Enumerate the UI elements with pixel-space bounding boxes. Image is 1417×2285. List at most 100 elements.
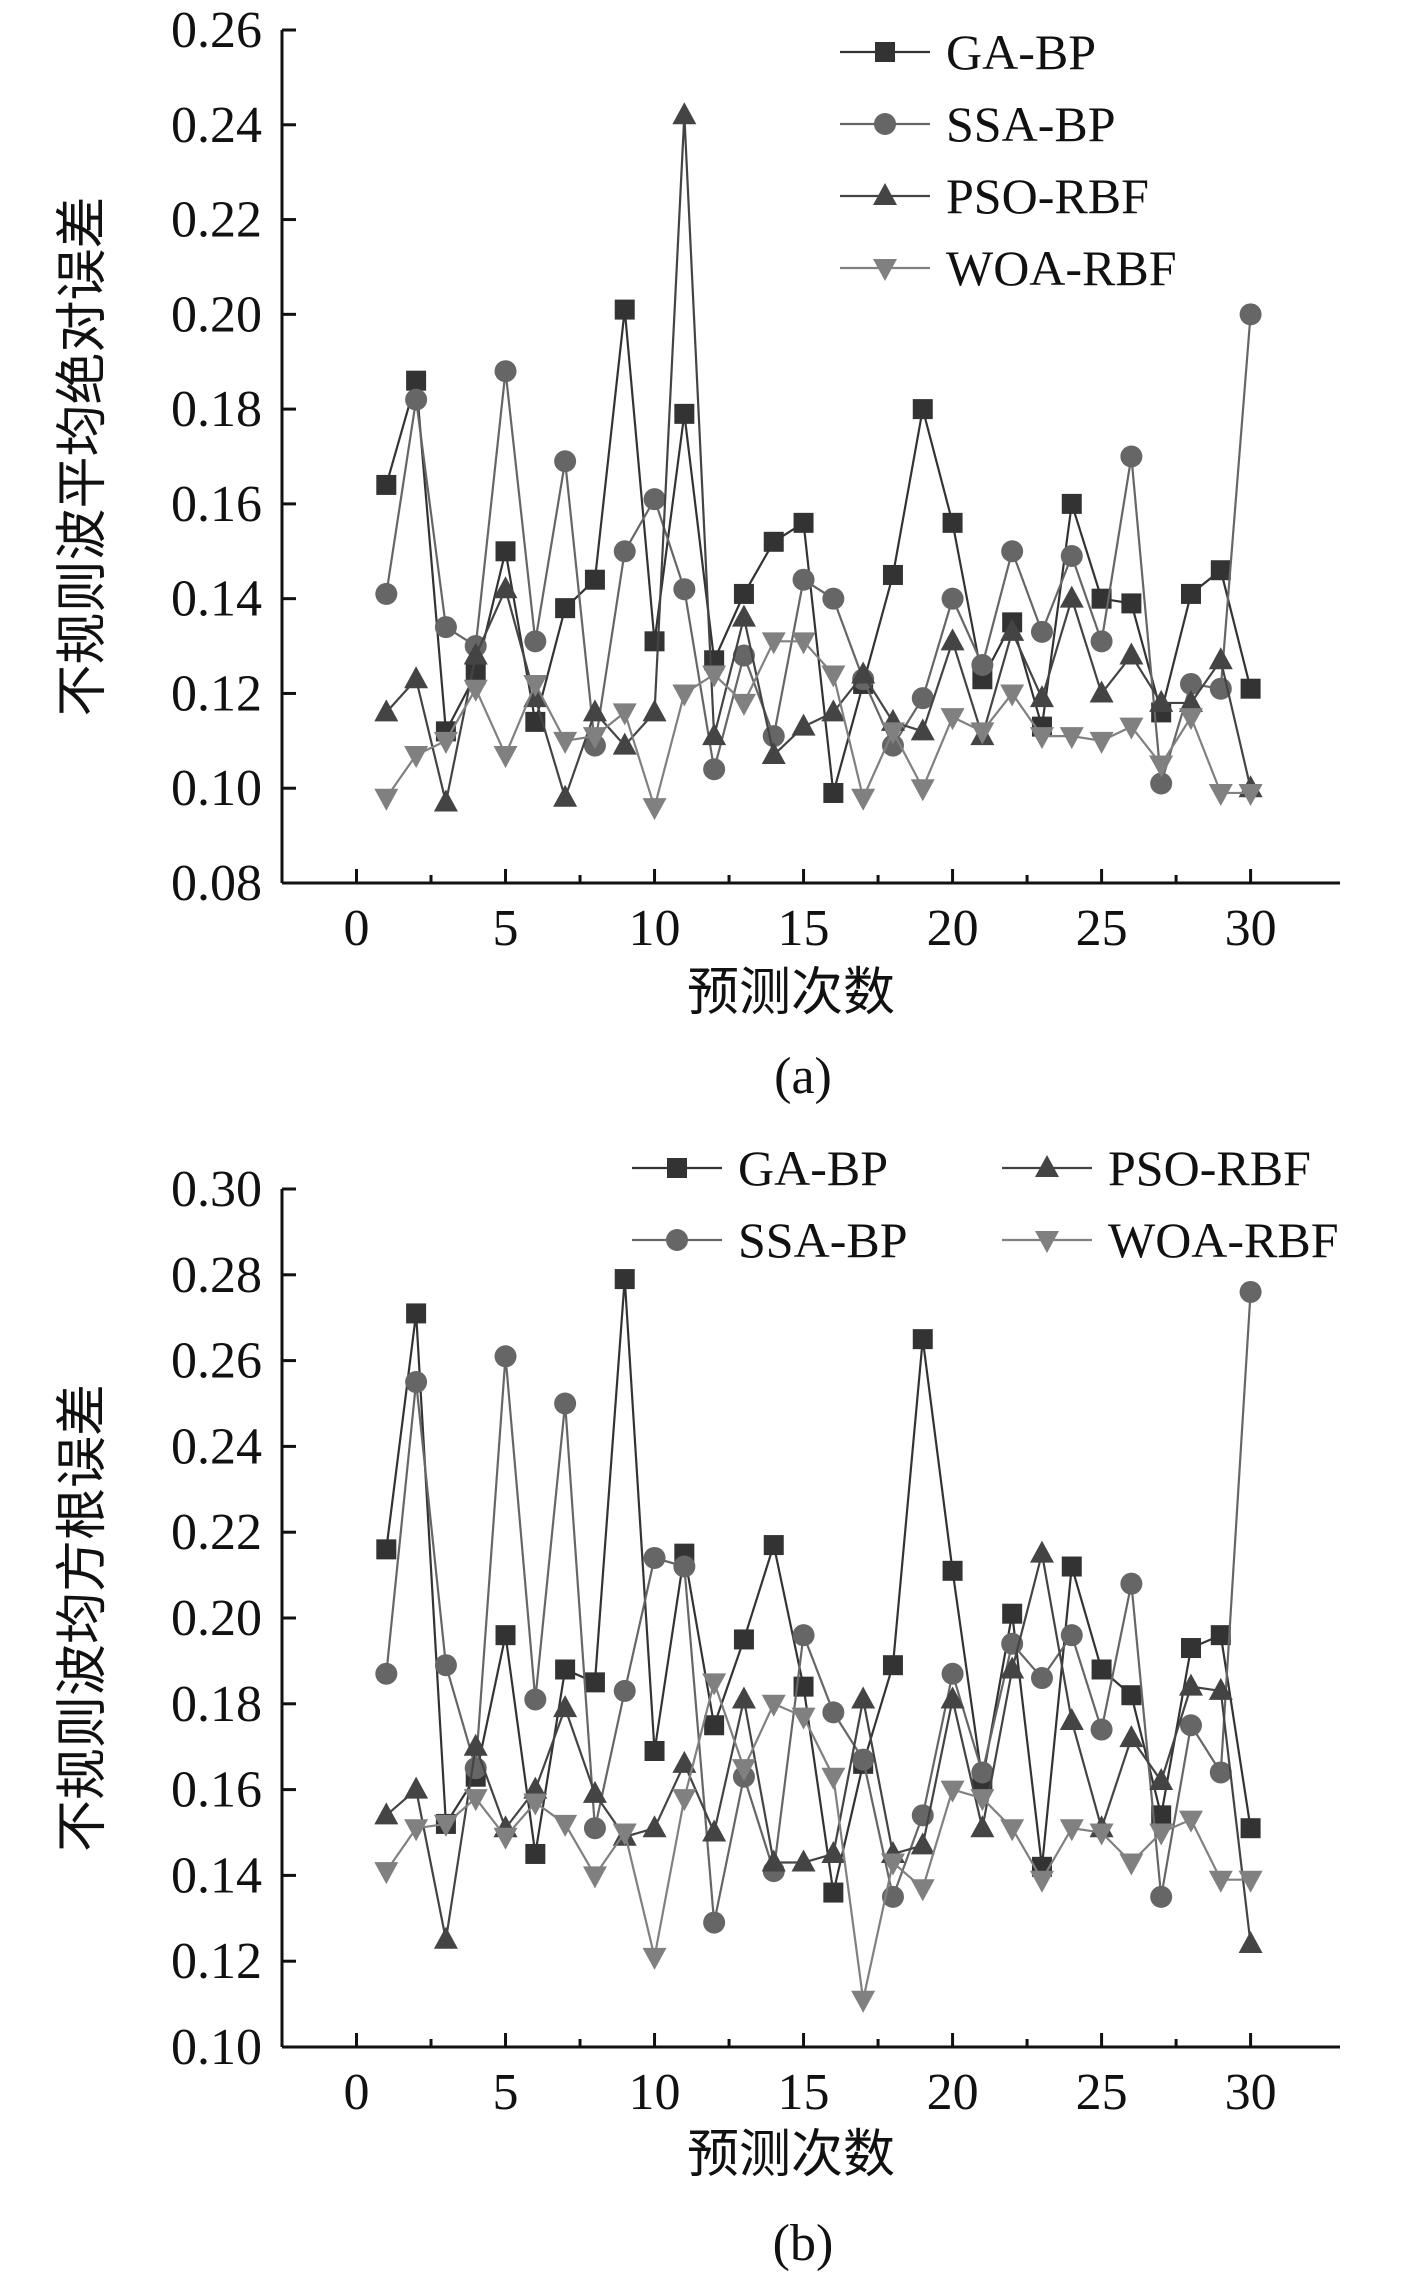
figure-caption: (b) — [773, 2215, 834, 2272]
y-tick-label: 0.08 — [171, 855, 262, 912]
data-point — [406, 370, 427, 391]
data-point — [1178, 689, 1203, 712]
data-point — [1059, 1707, 1084, 1730]
series-ssa-bp — [375, 303, 1262, 795]
data-point — [882, 1655, 903, 1676]
data-point — [940, 628, 965, 651]
data-point — [672, 684, 697, 707]
data-point — [1091, 1659, 1112, 1680]
x-tick-label: 30 — [1225, 2064, 1277, 2121]
data-point — [642, 798, 667, 821]
data-point — [851, 661, 876, 684]
data-point — [1059, 727, 1084, 750]
legend-label: WOA-RBF — [946, 240, 1177, 296]
data-point — [614, 1269, 635, 1290]
data-point — [910, 718, 935, 741]
data-point — [761, 632, 786, 655]
y-tick-label: 0.12 — [171, 665, 262, 722]
data-point — [791, 713, 816, 736]
data-point — [910, 1832, 935, 1855]
legend-marker — [666, 1229, 688, 1251]
data-point — [374, 699, 399, 722]
data-point — [1061, 493, 1082, 514]
data-point — [1210, 560, 1231, 581]
data-point — [1059, 1819, 1084, 1842]
data-point — [554, 450, 577, 473]
series-woa-rbf — [374, 1673, 1263, 2013]
data-point — [851, 1990, 876, 2013]
data-point — [375, 582, 398, 605]
data-point — [1090, 1718, 1113, 1741]
data-point — [433, 789, 458, 812]
data-point — [1150, 772, 1173, 795]
data-point — [405, 388, 428, 411]
data-point — [524, 630, 547, 653]
data-point — [643, 1546, 666, 1569]
data-point — [1060, 1624, 1083, 1647]
x-tick-label: 20 — [927, 2064, 979, 2121]
data-point — [733, 1629, 754, 1650]
data-point — [1120, 1572, 1143, 1595]
data-point — [494, 360, 517, 383]
data-point — [493, 746, 518, 769]
data-point — [553, 731, 578, 754]
data-point — [1180, 583, 1201, 604]
data-point — [583, 1817, 606, 1840]
data-point — [1210, 1625, 1231, 1646]
y-tick-label: 0.16 — [171, 476, 262, 533]
data-point — [1061, 1556, 1082, 1577]
data-point — [1002, 1603, 1023, 1624]
y-tick-label: 0.10 — [171, 2019, 262, 2076]
data-point — [823, 1882, 844, 1903]
data-point — [704, 1715, 725, 1736]
data-point — [1209, 1761, 1232, 1784]
figure-caption: (a) — [774, 1048, 832, 1105]
data-point — [582, 699, 607, 722]
series-line — [385, 314, 1252, 784]
data-point — [1059, 585, 1084, 608]
data-point — [1030, 1667, 1053, 1690]
data-point — [912, 399, 933, 420]
y-tick-label: 0.14 — [171, 1847, 262, 1904]
data-point — [404, 666, 429, 689]
data-point — [970, 1815, 995, 1838]
data-point — [791, 632, 816, 655]
data-point — [761, 1694, 786, 1717]
data-point — [582, 727, 607, 750]
legend-item-woa-rbf: WOA-RBF — [840, 240, 1177, 296]
data-point — [1238, 1870, 1263, 1893]
y-tick-label: 0.16 — [171, 1762, 262, 1819]
data-point — [374, 1802, 399, 1825]
legend-marker — [1035, 1155, 1059, 1177]
data-point — [911, 687, 934, 710]
x-tick-label: 30 — [1225, 900, 1277, 957]
data-point — [1149, 1768, 1174, 1791]
data-point — [642, 699, 667, 722]
y-tick-label: 0.12 — [171, 1933, 262, 1990]
data-point — [791, 1849, 816, 1872]
data-point — [493, 576, 518, 599]
data-point — [613, 1679, 636, 1702]
data-point — [1239, 1280, 1262, 1303]
data-point — [1149, 689, 1174, 712]
data-point — [1000, 1819, 1025, 1842]
y-tick-label: 0.26 — [171, 1333, 262, 1390]
data-point — [880, 722, 905, 745]
data-point — [852, 1748, 875, 1771]
data-point — [376, 474, 397, 495]
data-point — [404, 746, 429, 769]
y-axis-title: 不规则波均方根误差 — [55, 1384, 112, 1852]
data-point — [433, 1814, 458, 1837]
data-point — [553, 1695, 578, 1718]
data-point — [821, 699, 846, 722]
series-woa-rbf — [374, 632, 1263, 821]
data-point — [376, 1539, 397, 1560]
data-point — [673, 1555, 696, 1578]
data-point — [851, 788, 876, 811]
data-point — [434, 616, 457, 639]
data-point — [1000, 618, 1025, 641]
data-point — [731, 604, 756, 627]
data-point — [880, 1853, 905, 1876]
data-point — [643, 488, 666, 511]
